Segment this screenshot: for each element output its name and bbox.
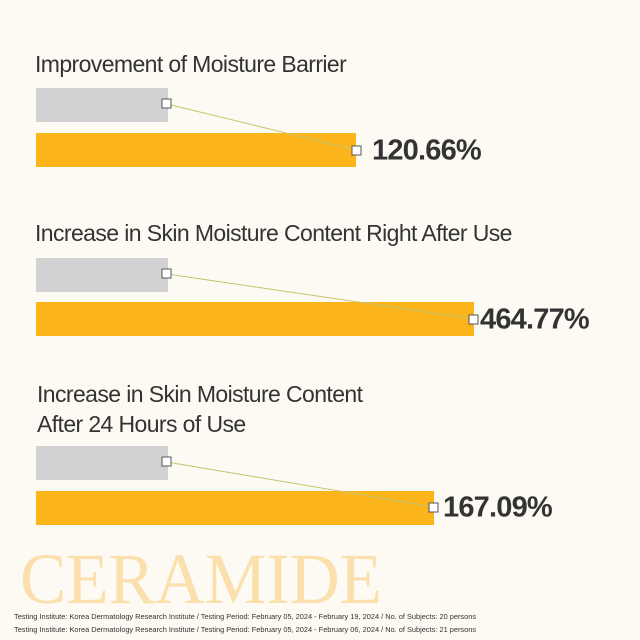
marker (468, 314, 479, 325)
brand-watermark: CERAMIDE (20, 539, 382, 619)
panel-title: Increase in Skin Moisture Content Right … (35, 220, 512, 246)
marker (161, 98, 172, 109)
result-label: 167.09% (443, 492, 553, 524)
panel-title: Improvement of Moisture Barrier (35, 51, 347, 77)
marker (428, 502, 439, 513)
panel-title: After 24 Hours of Use (37, 411, 246, 437)
after-bar (36, 133, 356, 167)
before-bar (36, 258, 168, 292)
connector (166, 273, 475, 320)
panel-title: Increase in Skin Moisture Content (37, 381, 364, 407)
marker (351, 145, 362, 156)
after-bar (36, 491, 434, 525)
result-label: 120.66% (372, 135, 482, 167)
before-bar (36, 446, 168, 480)
footnote: Testing Institute: Korea Dermatology Res… (14, 612, 476, 621)
footnote: Testing Institute: Korea Dermatology Res… (14, 625, 476, 634)
connector (166, 461, 435, 508)
result-label: 464.77% (480, 304, 590, 336)
marker (161, 456, 172, 467)
before-bar (36, 88, 168, 122)
after-bar (36, 302, 474, 336)
marker (161, 268, 172, 279)
connector (166, 103, 357, 151)
